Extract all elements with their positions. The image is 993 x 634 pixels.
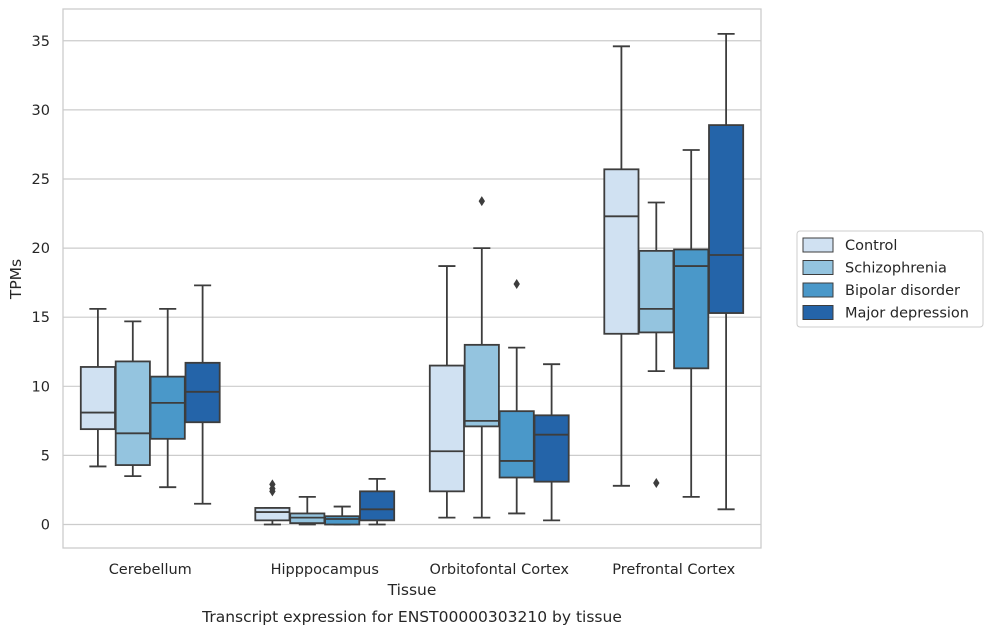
legend: Control Schizophrenia Bipolar disorder Majo… [796,230,984,328]
box [79,308,116,468]
box [359,477,396,526]
x-axis-label: Tissue [387,581,437,599]
legend-frame [796,230,984,328]
plot-frame [62,8,762,549]
x-tick-label: Cerebellum [109,562,192,578]
x-axis-ticks: Cerebellum Hipppocampus Orbitofontal Corte… [109,562,736,578]
y-tick-label: 15 [32,310,50,326]
iqr-box [149,375,186,440]
box [149,308,186,489]
box [428,265,465,519]
legend-swatch [802,305,834,320]
iqr-box [603,168,640,335]
legend-swatch [802,260,834,275]
iqr-box [359,490,396,522]
y-tick-label: 5 [41,448,50,464]
box [498,279,535,515]
legend-label: Control [845,238,897,254]
box [289,495,326,526]
box [533,363,570,522]
legend-item: Major depression [802,305,969,322]
legend-swatch [802,237,834,253]
box [184,284,221,505]
iqr-box [463,343,500,428]
series-bipolar-disorder [149,149,710,526]
series-control [79,45,640,526]
legend-label: Major depression [845,306,969,322]
legend-label: Schizophrenia [845,261,947,277]
iqr-box [533,414,570,483]
y-tick-label: 0 [41,518,50,534]
outlier-point [653,478,660,489]
box [254,479,291,526]
y-tick-label: 30 [32,103,50,119]
box [673,149,710,498]
box [114,320,151,478]
iqr-box [254,507,291,522]
legend-swatch [802,282,834,298]
y-axis-ticks: 0 5 10 15 20 25 30 35 [32,34,50,534]
iqr-box [114,360,151,466]
y-tick-label: 25 [32,172,50,188]
series-major-depression [184,32,745,526]
iqr-box [498,410,535,479]
series-schizophrenia [114,196,675,526]
y-tick-label: 10 [32,379,50,395]
iqr-box [428,364,465,493]
legend-label: Bipolar disorder [845,283,960,299]
iqr-box [708,124,745,314]
box [463,196,500,519]
y-tick-label: 35 [32,34,50,50]
chart-caption: Transcript expression for ENST0000030321… [201,608,622,626]
box-series [79,32,745,526]
x-tick-label: Prefrontal Cortex [612,562,735,578]
iqr-box [324,515,361,526]
legend-item: Control [802,237,897,254]
box [708,32,745,511]
legend-item: Bipolar disorder [802,282,960,299]
box [324,505,361,526]
iqr-box [79,366,116,431]
x-tick-label: Hipppocampus [271,562,379,578]
x-tick-label: Orbitofontal Cortex [430,562,570,578]
outlier-point [513,279,520,290]
legend-item: Schizophrenia [802,260,947,277]
box [638,201,675,489]
y-axis-label: TPMs [7,259,25,300]
y-tick-label: 20 [32,241,50,257]
outlier-point [478,196,485,207]
iqr-box [638,249,675,334]
iqr-box [673,248,710,370]
outlier-point [269,479,276,490]
box [603,45,640,487]
